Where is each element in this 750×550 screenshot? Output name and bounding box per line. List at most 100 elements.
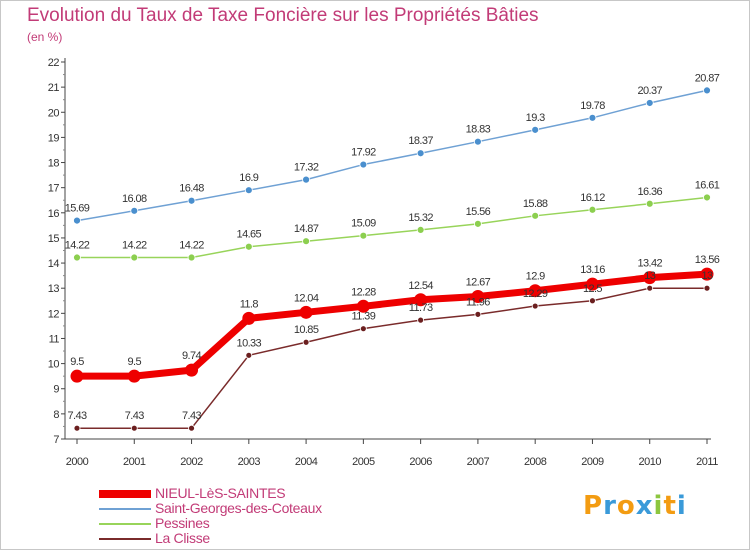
data-point [244, 242, 253, 251]
y-tick-label: 13 [48, 283, 60, 295]
data-label: 16.08 [122, 193, 147, 205]
data-label: 19.78 [580, 100, 605, 112]
data-label: 15.88 [523, 198, 548, 210]
data-point [588, 113, 597, 122]
data-point [244, 186, 253, 195]
data-label: 12.29 [523, 288, 548, 300]
logo-letter: r [603, 491, 617, 521]
legend-item: NIEUL-LèS-SAINTES [99, 486, 322, 501]
series-line [77, 196, 708, 259]
data-label: 13.56 [695, 254, 720, 266]
data-label: 7.43 [125, 410, 144, 422]
y-tick-label: 8 [53, 409, 59, 421]
data-label: 14.22 [122, 240, 147, 252]
data-point [414, 293, 428, 307]
y-tick-label: 7 [53, 434, 59, 446]
y-tick-label: 21 [48, 82, 60, 94]
data-point [416, 149, 425, 158]
data-label: 14.22 [179, 240, 204, 252]
data-label: 7.43 [182, 410, 201, 422]
data-label: 16.9 [239, 172, 258, 184]
data-point [356, 299, 370, 313]
data-label: 15.69 [65, 203, 90, 215]
legend-item: La Clisse [99, 531, 322, 546]
x-tick-label: 2008 [524, 456, 547, 468]
logo-letter: i [653, 491, 664, 521]
data-point [646, 284, 654, 292]
proxiti-logo: Proxiti [583, 491, 687, 521]
series-line [76, 89, 708, 222]
data-label: 13 [701, 270, 713, 282]
series-line [77, 270, 708, 380]
data-point [302, 338, 310, 346]
data-point [531, 302, 539, 310]
data-label: 12.04 [294, 292, 319, 304]
data-label: 15.32 [408, 212, 433, 224]
data-label: 7.43 [67, 410, 86, 422]
data-point [531, 125, 540, 134]
data-point [73, 253, 81, 262]
data-point [645, 99, 654, 107]
data-label: 12.54 [408, 280, 433, 292]
data-label: 13 [644, 270, 656, 282]
legend-label: NIEUL-LèS-SAINTES [155, 485, 286, 501]
data-label: 16.36 [637, 186, 662, 198]
data-point [127, 369, 141, 383]
data-label: 12.5 [583, 283, 602, 295]
x-tick-label: 2003 [238, 456, 261, 468]
data-point [474, 137, 482, 146]
data-label: 12.9 [526, 271, 545, 283]
data-point [416, 225, 425, 234]
data-point [703, 86, 711, 95]
data-point [588, 205, 597, 214]
x-tick-label: 2009 [581, 456, 604, 468]
logo-letter: i [676, 491, 687, 521]
legend-label: Pessines [155, 515, 210, 531]
data-label: 12.67 [466, 276, 491, 288]
y-tick-label: 12 [48, 308, 60, 320]
data-label: 20.87 [695, 72, 720, 84]
y-tick-label: 20 [48, 107, 60, 119]
data-label: 11.73 [409, 302, 433, 314]
legend-item: Saint-Georges-des-Coteaux [99, 501, 322, 516]
data-point [585, 277, 599, 291]
logo-letter: x [635, 491, 654, 521]
logo-letter: o [616, 491, 636, 521]
data-point [359, 160, 368, 169]
data-label: 18.37 [408, 135, 433, 147]
data-label: 16.61 [695, 179, 720, 191]
data-point [73, 216, 81, 225]
data-label: 19.3 [526, 112, 545, 124]
data-label: 9.74 [182, 350, 201, 362]
y-tick-label: 18 [48, 158, 60, 170]
data-point [700, 267, 714, 281]
x-tick-label: 2007 [467, 456, 490, 468]
data-label: 15.09 [351, 218, 376, 230]
data-point [703, 193, 711, 202]
data-point [302, 237, 310, 246]
x-tick-label: 2010 [638, 456, 661, 468]
data-point [643, 271, 657, 285]
logo-letter: P [583, 491, 604, 521]
data-point [187, 196, 196, 205]
data-label: 13.16 [580, 264, 605, 276]
legend-label: Saint-Georges-des-Coteaux [155, 500, 322, 516]
data-point [645, 199, 654, 208]
series-line [77, 287, 707, 429]
data-point [528, 284, 542, 298]
data-label: 16.12 [580, 192, 605, 204]
y-tick-label: 10 [48, 359, 60, 371]
legend: NIEUL-LèS-SAINTES Saint-Georges-des-Cotea… [99, 486, 322, 546]
data-point [70, 369, 84, 383]
data-label: 14.87 [294, 223, 319, 235]
data-label: 15.56 [466, 206, 491, 218]
data-point [130, 253, 139, 262]
chart-subtitle: (en %) [27, 30, 63, 44]
y-tick-label: 11 [49, 333, 60, 345]
y-tick-label: 16 [48, 208, 60, 220]
x-tick-label: 2001 [123, 456, 146, 468]
data-label: 10.85 [294, 324, 319, 336]
data-label: 9.5 [70, 356, 84, 368]
legend-swatch [99, 522, 151, 525]
